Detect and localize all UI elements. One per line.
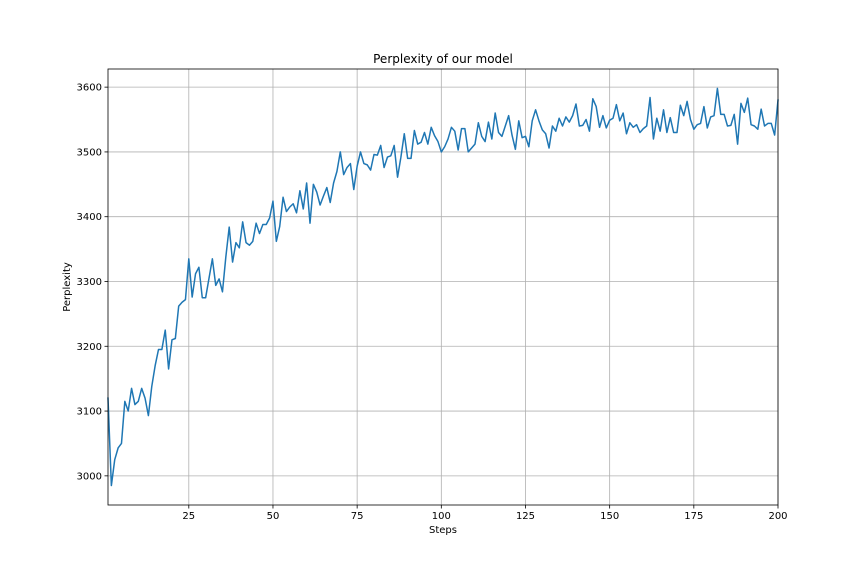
y-axis-ticks: 3000 3100 3200 3300 3400 3500 3600 [77,83,108,482]
x-tick-label: 75 [351,511,364,522]
x-axis-label: Steps [429,525,457,536]
y-tick-label: 3000 [77,471,102,482]
x-tick-label: 50 [267,511,280,522]
x-axis-ticks: 25 50 75 100 125 150 175 200 [182,505,788,522]
x-tick-label: 175 [684,511,703,522]
perplexity-line [107,87,779,487]
plot-frame [107,68,779,506]
y-tick-label: 3400 [77,212,102,223]
x-tick-label: 125 [516,511,535,522]
x-tick-label: 150 [600,511,619,522]
x-tick-label: 25 [182,511,195,522]
x-tick-label: 200 [768,511,787,522]
y-tick-label: 3300 [77,277,102,288]
y-axis-label: Perplexity [62,262,73,312]
y-tick-label: 3100 [77,407,102,418]
y-tick-label: 3200 [77,342,102,353]
y-tick-label: 3600 [77,83,102,94]
y-tick-label: 3500 [77,147,102,158]
chart-title: Perplexity of our model [373,52,513,66]
x-tick-label: 100 [432,511,451,522]
series-layer [107,87,779,487]
